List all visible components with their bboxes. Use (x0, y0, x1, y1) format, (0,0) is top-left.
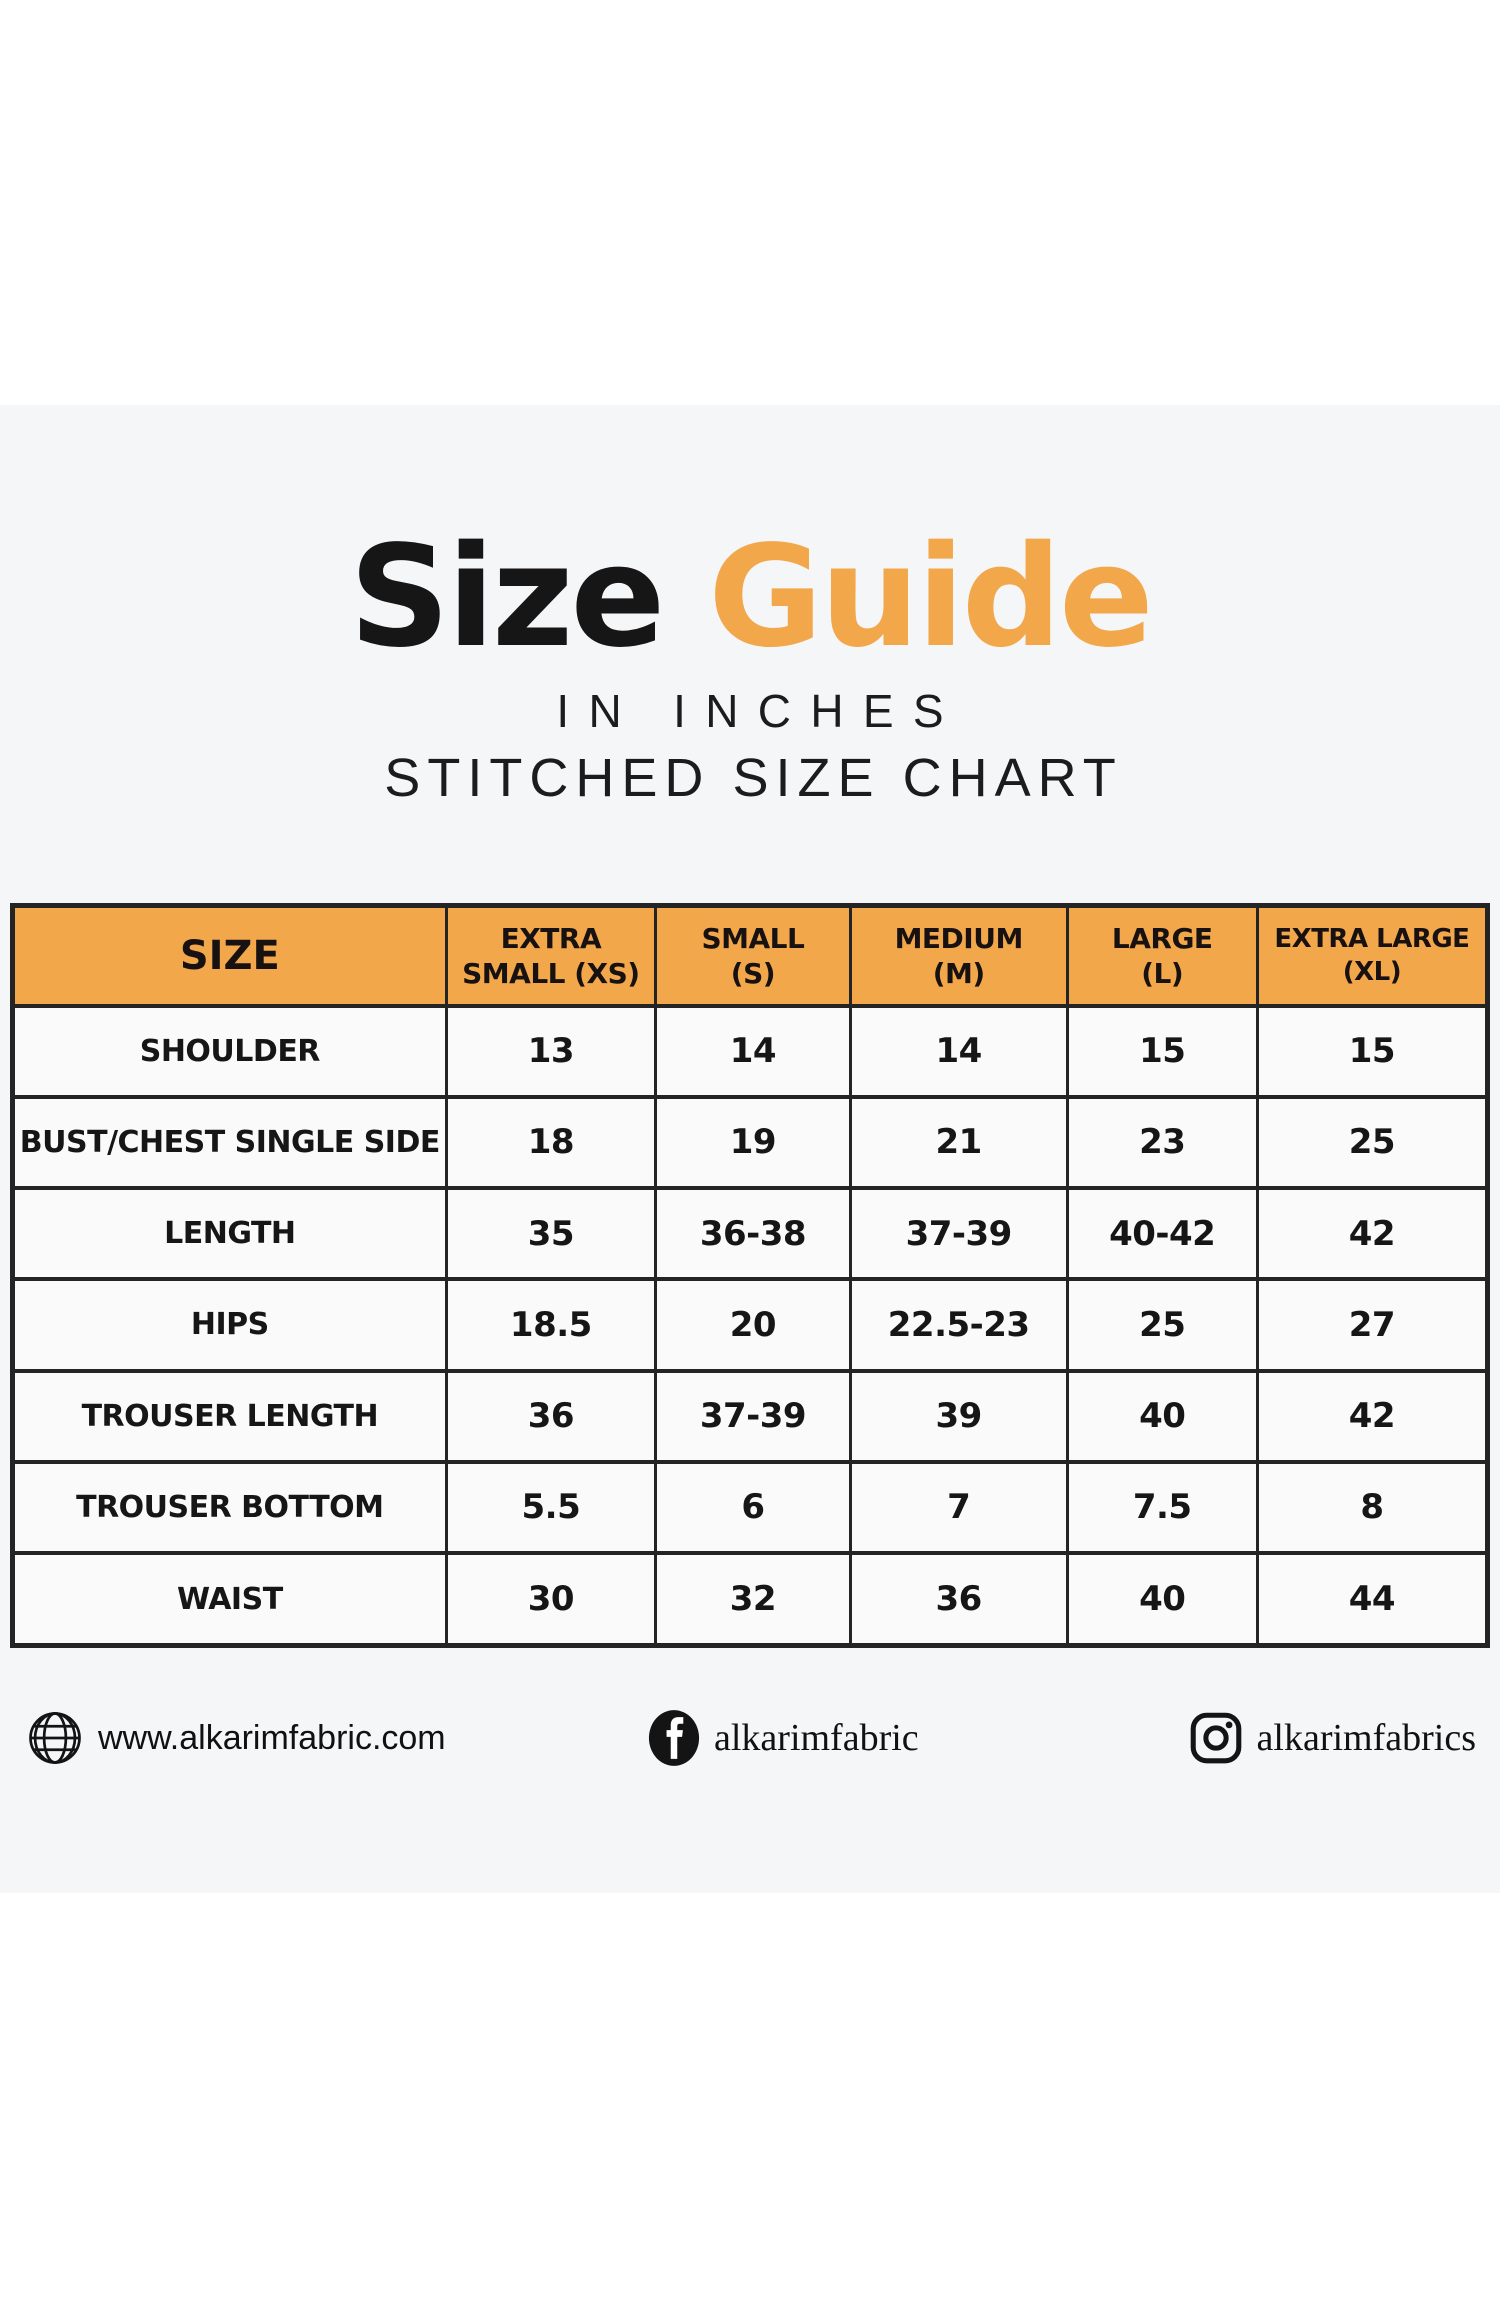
row-label: BUST/CHEST SINGLE SIDE (11, 1094, 448, 1191)
size-value-cell: 6 (654, 1459, 852, 1556)
instagram-handle: alkarimfabrics (1256, 1717, 1476, 1759)
table-row-waist: WAIST 30 32 36 40 44 (11, 1551, 1490, 1648)
subtitle-in-inches: IN INCHES (556, 685, 963, 737)
header-line: (XL) (1342, 956, 1402, 987)
footer-instagram: alkarimfabrics (1189, 1700, 1476, 1776)
size-value-cell: 42 (1255, 1368, 1490, 1464)
subtitle-stitched-size-chart: STITCHED SIZE CHART (384, 748, 1123, 808)
facebook-icon (648, 1709, 700, 1767)
header-line: (L) (1141, 956, 1184, 990)
row-label: HIPS (11, 1277, 448, 1373)
size-value-cell: 30 (444, 1551, 658, 1648)
size-value-cell: 42 (1255, 1186, 1490, 1282)
row-label: SHOULDER (11, 1003, 448, 1099)
size-value-cell: 20 (654, 1277, 852, 1373)
row-label: WAIST (11, 1551, 448, 1648)
size-value-cell: 21 (848, 1094, 1069, 1191)
table-row-trouser-length: TROUSER LENGTH 36 37-39 39 40 42 (11, 1368, 1490, 1464)
size-value-cell: 22.5-23 (848, 1277, 1069, 1373)
website-url: www.alkarimfabric.com (98, 1718, 446, 1757)
size-value-cell: 37-39 (848, 1186, 1069, 1282)
header-line: EXTRA LARGE (1274, 924, 1470, 955)
size-value-cell: 32 (654, 1551, 852, 1648)
size-value-cell: 35 (444, 1186, 658, 1282)
size-value-cell: 18 (444, 1094, 658, 1191)
page-title-orange: Guide (708, 516, 1154, 679)
header-line: EXTRA (500, 921, 602, 955)
size-value-cell: 19 (654, 1094, 852, 1191)
size-value-cell: 40-42 (1065, 1186, 1259, 1282)
footer: www.alkarimfabric.com alkarimfabric alka… (0, 1700, 1500, 1776)
footer-facebook: alkarimfabric (648, 1700, 919, 1776)
size-value-cell: 15 (1255, 1003, 1490, 1099)
size-value-cell: 40 (1065, 1368, 1259, 1464)
size-value-cell: 37-39 (654, 1368, 852, 1464)
header-row: SIZE EXTRA SMALL (XS) SMALL (S) MEDIUM (M) … (11, 903, 1490, 1008)
column-header-extra-small: EXTRA SMALL (XS) (444, 903, 658, 1008)
row-label: LENGTH (11, 1186, 448, 1282)
size-value-cell: 40 (1065, 1551, 1259, 1648)
size-value-cell: 25 (1065, 1277, 1259, 1373)
facebook-handle: alkarimfabric (714, 1717, 919, 1759)
size-value-cell: 14 (848, 1003, 1069, 1099)
table-row-hips: HIPS 18.5 20 22.5-23 25 27 (11, 1277, 1490, 1373)
table-row-bust-chest: BUST/CHEST SINGLE SIDE 18 19 21 23 25 (11, 1094, 1490, 1191)
size-value-cell: 27 (1255, 1277, 1490, 1373)
instagram-icon (1189, 1711, 1243, 1765)
header-line: (S) (730, 956, 776, 990)
column-header-size: SIZE (11, 903, 448, 1008)
header-line: LARGE (1111, 921, 1213, 955)
header-line: SMALL (701, 921, 805, 955)
size-value-cell: 18.5 (444, 1277, 658, 1373)
column-header-medium: MEDIUM (M) (848, 903, 1069, 1008)
size-value-cell: 36-38 (654, 1186, 852, 1282)
column-header-large: LARGE (L) (1065, 903, 1259, 1008)
page-title-black: Size (349, 516, 665, 679)
size-value-cell: 36 (848, 1551, 1069, 1648)
table-row-length: LENGTH 35 36-38 37-39 40-42 42 (11, 1186, 1490, 1282)
header-line: (M) (932, 956, 985, 990)
size-value-cell: 8 (1255, 1459, 1490, 1556)
size-value-cell: 36 (444, 1368, 658, 1464)
size-value-cell: 39 (848, 1368, 1069, 1464)
page-title: Size Guide (0, 528, 1500, 668)
table-row-trouser-bottom: TROUSER BOTTOM 5.5 6 7 7.5 8 (11, 1459, 1490, 1556)
column-header-extra-large: EXTRA LARGE (XL) (1255, 903, 1490, 1008)
column-header-small: SMALL (S) (654, 903, 852, 1008)
size-chart-table: SIZE EXTRA SMALL (XS) SMALL (S) MEDIUM (M) … (10, 903, 1490, 1648)
size-value-cell: 15 (1065, 1003, 1259, 1099)
size-value-cell: 14 (654, 1003, 852, 1099)
size-value-cell: 7 (848, 1459, 1069, 1556)
header-line: MEDIUM (894, 921, 1024, 955)
globe-icon (26, 1709, 84, 1767)
row-label: TROUSER LENGTH (11, 1368, 448, 1464)
row-label: TROUSER BOTTOM (11, 1459, 448, 1556)
size-value-cell: 13 (444, 1003, 658, 1099)
size-value-cell: 25 (1255, 1094, 1490, 1191)
size-value-cell: 44 (1255, 1551, 1490, 1648)
header-line: SMALL (XS) (462, 956, 640, 990)
footer-website: www.alkarimfabric.com (26, 1700, 446, 1776)
table-row-shoulder: SHOULDER 13 14 14 15 15 (11, 1003, 1490, 1099)
size-value-cell: 7.5 (1065, 1459, 1259, 1556)
size-value-cell: 23 (1065, 1094, 1259, 1191)
size-value-cell: 5.5 (444, 1459, 658, 1556)
